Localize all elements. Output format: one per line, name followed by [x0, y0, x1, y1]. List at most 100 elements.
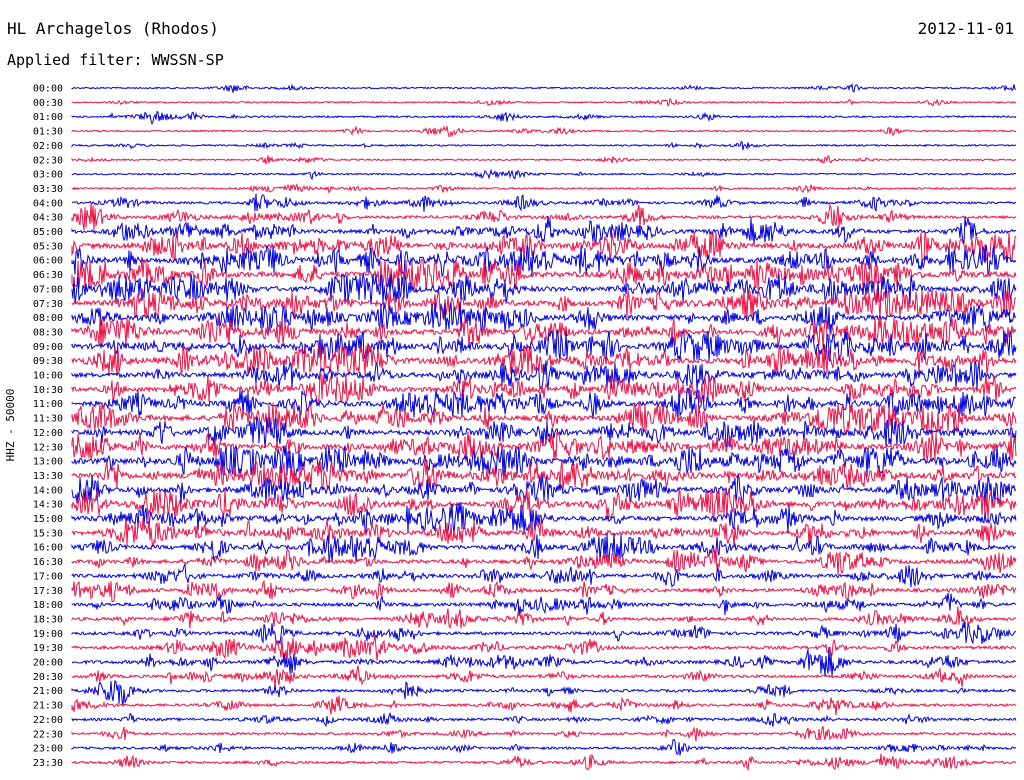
time-label-1930: 19:30	[33, 643, 63, 654]
trace-1800	[71, 592, 1017, 617]
time-labels: 00:00 00:30 01:00 01:30 02:00 02:30 03:00 03:30…	[33, 84, 63, 769]
time-label-1600: 16:00	[33, 543, 63, 554]
time-label-2330: 23:30	[33, 758, 63, 769]
trace-2300	[71, 739, 1017, 756]
time-label-0730: 07:30	[33, 299, 63, 310]
time-label-1800: 18:00	[33, 600, 63, 611]
trace-1630	[71, 546, 1017, 575]
time-label-1530: 15:30	[33, 528, 63, 539]
time-label-1430: 14:30	[33, 500, 63, 511]
trace-0530	[71, 231, 1017, 263]
time-label-0500: 05:00	[33, 227, 63, 238]
time-label-0300: 03:00	[33, 170, 63, 181]
trace-1400	[71, 473, 1017, 506]
trace-1530	[71, 517, 1017, 548]
trace-2000	[71, 646, 1017, 677]
trace-1200	[71, 416, 1017, 449]
time-label-0200: 02:00	[33, 141, 63, 152]
time-label-1630: 16:30	[33, 557, 63, 568]
time-label-2300: 23:00	[33, 744, 63, 755]
time-label-0130: 01:30	[33, 127, 63, 138]
time-label-2000: 20:00	[33, 658, 63, 669]
trace-0100	[71, 110, 1017, 126]
trace-0430	[71, 202, 1017, 231]
trace-1700	[71, 562, 1017, 588]
trace-1100	[71, 387, 1017, 420]
trace-0200	[71, 140, 1017, 151]
time-label-1230: 12:30	[33, 442, 63, 453]
trace-0400	[71, 193, 1017, 212]
trace-0330	[71, 182, 1017, 194]
trace-1900	[71, 621, 1017, 646]
time-label-1030: 10:30	[33, 385, 63, 396]
trace-2030	[71, 665, 1017, 688]
trace-0630	[71, 258, 1017, 291]
trace-1600	[71, 532, 1017, 564]
trace-0030	[71, 97, 1017, 107]
time-label-1730: 17:30	[33, 586, 63, 597]
trace-2200	[71, 711, 1017, 728]
time-label-1830: 18:30	[33, 614, 63, 625]
time-label-0330: 03:30	[33, 184, 63, 195]
time-label-1100: 11:00	[33, 399, 63, 410]
filter-label: Applied filter: WWSSN-SP	[7, 51, 224, 69]
time-label-1130: 11:30	[33, 414, 63, 425]
time-label-1400: 14:00	[33, 485, 63, 496]
trace-1730	[71, 579, 1017, 603]
time-label-0430: 04:30	[33, 213, 63, 224]
date-label: 2012-11-01	[917, 19, 1014, 38]
trace-0600	[71, 244, 1017, 278]
station-title: HL Archagelos (Rhodos)	[7, 19, 219, 38]
trace-1230	[71, 431, 1017, 463]
trace-0300	[71, 168, 1017, 181]
time-label-0800: 08:00	[33, 313, 63, 324]
trace-0700	[71, 273, 1017, 306]
time-label-2030: 20:30	[33, 672, 63, 683]
trace-1000	[71, 360, 1017, 390]
y-axis-label: HHZ - 50000	[4, 389, 17, 462]
time-label-0630: 06:30	[33, 270, 63, 281]
time-label-1000: 10:00	[33, 371, 63, 382]
trace-0830	[71, 316, 1017, 348]
trace-0500	[71, 215, 1017, 244]
trace-1330	[71, 459, 1017, 491]
time-label-1300: 13:00	[33, 457, 63, 468]
time-label-1500: 15:00	[33, 514, 63, 525]
trace-0730	[71, 288, 1017, 320]
trace-1300	[71, 445, 1017, 477]
time-label-0900: 09:00	[33, 342, 63, 353]
time-label-1900: 19:00	[33, 629, 63, 640]
trace-1930	[71, 634, 1017, 664]
time-label-2130: 21:30	[33, 701, 63, 712]
time-label-0530: 05:30	[33, 241, 63, 252]
trace-2100	[71, 679, 1017, 707]
time-label-0100: 01:00	[33, 112, 63, 123]
time-label-0600: 06:00	[33, 256, 63, 267]
time-label-0700: 07:00	[33, 284, 63, 295]
trace-0130	[71, 125, 1016, 138]
trace-1430	[71, 487, 1017, 521]
time-label-0930: 09:30	[33, 356, 63, 367]
trace-0900	[71, 329, 1017, 362]
time-label-0400: 04:00	[33, 198, 63, 209]
time-label-0000: 00:00	[33, 84, 63, 95]
time-label-2100: 21:00	[33, 686, 63, 697]
trace-2230	[71, 725, 1017, 742]
time-label-2230: 22:30	[33, 729, 63, 740]
time-label-2200: 22:00	[33, 715, 63, 726]
trace-1500	[71, 502, 1017, 535]
trace-2130	[71, 695, 1017, 716]
trace-0800	[71, 301, 1017, 334]
trace-1830	[71, 606, 1017, 630]
time-label-0030: 00:30	[33, 98, 63, 109]
trace-0000	[71, 82, 1017, 93]
trace-0230	[71, 154, 1017, 166]
time-label-1200: 12:00	[33, 428, 63, 439]
time-label-1330: 13:30	[33, 471, 63, 482]
time-label-0230: 02:30	[33, 155, 63, 166]
trace-1030	[71, 372, 1017, 405]
traces	[71, 82, 1017, 772]
time-label-0830: 08:30	[33, 327, 63, 338]
time-label-1700: 17:00	[33, 571, 63, 582]
